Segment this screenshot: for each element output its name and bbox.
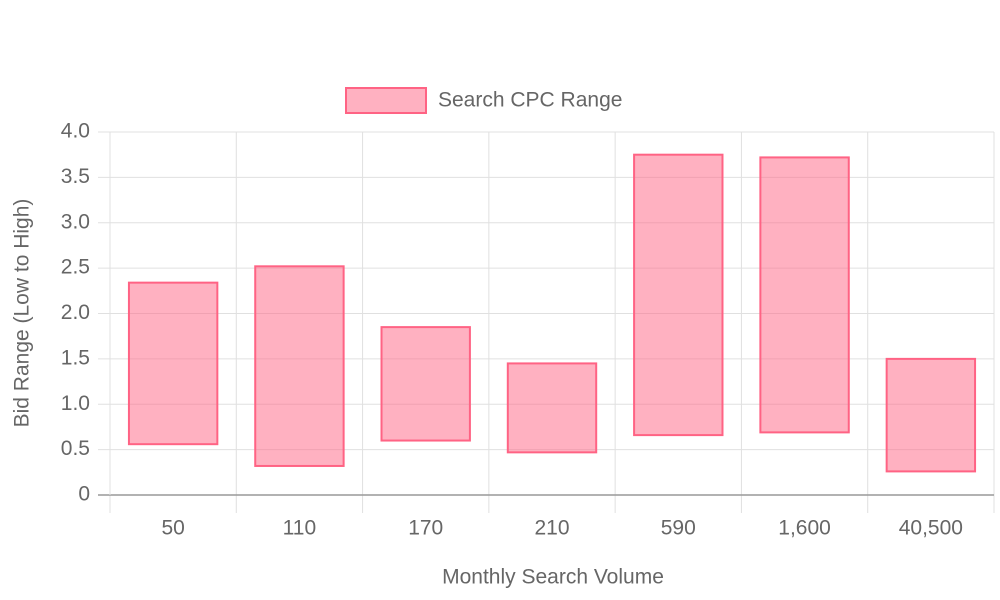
y-tick-label: 0: [78, 483, 90, 506]
y-tick-label: 3.5: [61, 165, 90, 188]
y-tick-label: 1.5: [61, 346, 90, 369]
x-tick-label: 50: [161, 517, 184, 540]
bar: [127, 281, 219, 446]
legend-label: Search CPC Range: [438, 89, 622, 112]
y-tick-label: 1.0: [61, 392, 90, 415]
x-tick-label: 210: [534, 517, 569, 540]
bar: [759, 156, 850, 434]
bar: [380, 326, 471, 442]
y-tick-label: 2.5: [61, 256, 90, 279]
bar: [633, 153, 724, 437]
y-tick-label: 4.0: [61, 120, 90, 143]
y-tick-label: 2.0: [61, 301, 90, 324]
x-tick-label: 110: [283, 517, 316, 540]
bar: [254, 265, 345, 467]
x-tick-label: 1,600: [778, 517, 831, 540]
y-tick-label: 3.0: [61, 210, 90, 233]
y-axis-title: Bid Range (Low to High): [11, 199, 34, 428]
legend-swatch: [345, 87, 427, 114]
x-axis-title: Monthly Search Volume: [442, 566, 664, 589]
y-tick-label: 0.5: [61, 437, 90, 460]
x-tick-label: 170: [408, 517, 443, 540]
x-tick-label: 590: [661, 517, 696, 540]
bar: [506, 362, 598, 454]
bar: [885, 357, 977, 473]
x-tick-label: 40,500: [899, 517, 963, 540]
